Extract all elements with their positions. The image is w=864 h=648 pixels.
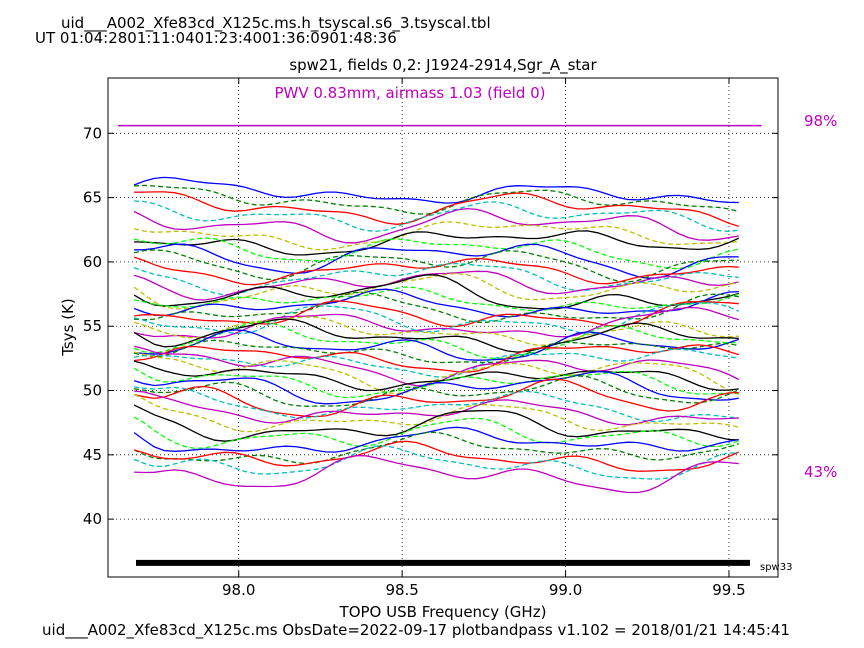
file-title: uid___A002_Xfe83cd_X125c.ms.h_tsyscal.s6… (61, 14, 491, 33)
y-tick-label: 55 (83, 317, 102, 335)
series-line (133, 440, 740, 472)
series-line (133, 348, 739, 378)
footer-text: uid___A002_Xfe83cd_X125c.ms ObsDate=2022… (42, 621, 790, 640)
series-line (133, 176, 739, 204)
series-line (133, 404, 739, 442)
x-tick-label: 99.5 (712, 581, 745, 599)
series-line (133, 445, 739, 480)
series-line (134, 230, 740, 256)
series-line (133, 393, 739, 433)
series-line (134, 200, 739, 233)
series-line (133, 256, 739, 286)
series-line (133, 288, 739, 318)
series-line (133, 367, 739, 399)
ut-label: UT 01:04:2801:11:0401:23:4001:36:0901:48… (35, 29, 397, 47)
pwv-annotation: PWV 0.83mm, airmass 1.03 (field 0) (274, 84, 545, 102)
x-axis-label: TOPO USB Frequency (GHz) (339, 603, 547, 621)
series-line (133, 237, 739, 270)
series-line (134, 184, 739, 215)
series-line (133, 274, 739, 310)
series-line (133, 249, 739, 283)
series-line (133, 426, 739, 453)
series-line (133, 378, 739, 418)
pct-bottom-label: 43% (804, 463, 837, 481)
series-line (133, 302, 740, 335)
series-line (133, 207, 739, 244)
series-line (133, 339, 739, 364)
series-line (134, 300, 739, 328)
chart-subtitle: spw21, fields 0,2: J1924-2914,Sgr_A_star (289, 56, 597, 75)
series-line (133, 360, 739, 392)
series-line (133, 272, 739, 310)
series-line (134, 454, 739, 494)
y-tick-label: 45 (83, 446, 102, 464)
y-tick-label: 50 (83, 382, 102, 400)
y-tick-label: 40 (83, 510, 102, 528)
plot-frame (107, 77, 779, 578)
y-tick-label: 70 (83, 124, 102, 142)
series-line (133, 270, 739, 301)
x-tick-label: 98.0 (222, 581, 255, 599)
x-tick-label: 98.5 (385, 581, 418, 599)
series-line (134, 191, 739, 228)
series-line (133, 286, 740, 312)
series-line (134, 291, 739, 323)
series-line (133, 316, 739, 346)
series-line (133, 351, 740, 395)
axes: 98.0 98.5 99.0 99.5 40 45 50 55 60 65 70 (83, 77, 779, 599)
y-axis-label: Tsys (K) (59, 298, 77, 357)
series-line (133, 370, 739, 405)
series-line (133, 416, 740, 450)
x-tick-label: 99.0 (549, 581, 582, 599)
spw-label: spw33 (760, 562, 792, 573)
series-line (133, 306, 739, 339)
y-tick-label: 65 (83, 189, 102, 207)
series-line (133, 321, 739, 360)
series-line (133, 221, 739, 251)
pct-top-label: 98% (804, 112, 837, 130)
series-line (133, 431, 740, 465)
plot-area (108, 78, 778, 577)
series-line (134, 344, 739, 373)
series-line (134, 386, 739, 423)
y-tick-label: 60 (83, 253, 102, 271)
